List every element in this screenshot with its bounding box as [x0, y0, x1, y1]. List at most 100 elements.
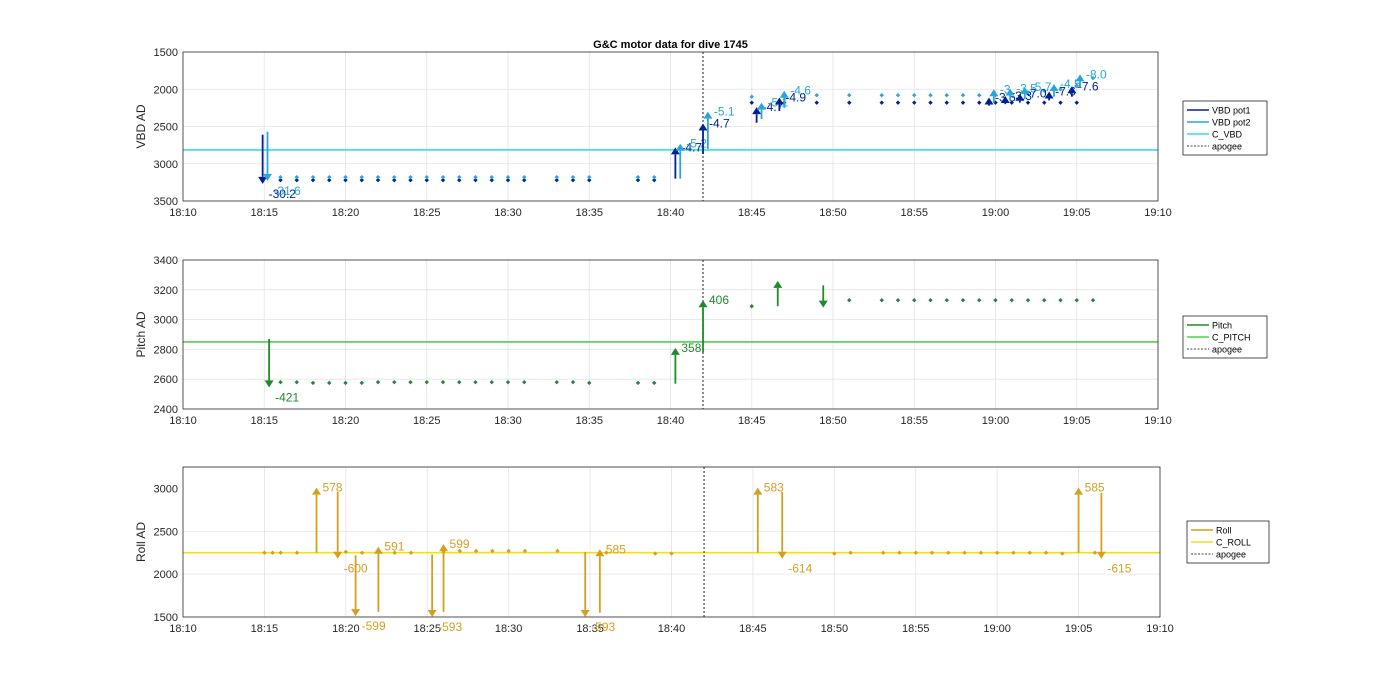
legend-entry: C_ROLL [1216, 538, 1251, 548]
data-point-pot1 [375, 177, 381, 183]
x-tick-label: 18:50 [819, 415, 847, 427]
data-point-pitch [1009, 298, 1014, 303]
legend-entry: C_VBD [1212, 130, 1243, 140]
data-point-roll [1027, 550, 1032, 555]
data-point-pot1 [359, 177, 364, 183]
data-point-pot2 [457, 174, 462, 180]
arrow-head [752, 107, 762, 115]
data-point-pot2 [424, 174, 429, 180]
x-tick-label: 18:40 [657, 207, 685, 219]
data-point-pitch [424, 379, 429, 385]
y-tick-label: 3000 [154, 315, 178, 327]
data-point-pot1 [1058, 100, 1063, 105]
arrow-label: -5.2 [686, 137, 707, 151]
x-tick-label: 18:15 [250, 207, 278, 219]
x-tick-label: 19:00 [982, 207, 1010, 219]
arrow-head [1067, 86, 1077, 94]
data-point-roll [506, 548, 511, 554]
arrow-head [757, 102, 766, 110]
data-point-pot2 [635, 174, 641, 180]
data-point-pitch [359, 380, 364, 386]
data-point-pot1 [343, 177, 348, 183]
arrow-head [1000, 95, 1010, 103]
data-point-pot2 [1058, 87, 1063, 92]
arrow-head [1015, 93, 1025, 101]
subplot-2: 18:10 18:15 18:20 18:25 18:30 18:35 18:40 18:45… [134, 255, 1268, 427]
data-point-roll [262, 550, 267, 555]
y-tick-label: 3000 [154, 483, 178, 495]
data-point-pot2 [570, 174, 576, 180]
data-point-roll [392, 550, 397, 555]
data-point-pot1 [473, 177, 478, 183]
subplot-1: 18:10 18:15 18:20 18:25 18:30 18:35 18:40 18:45… [134, 39, 1268, 219]
arrow-label: 578 [323, 481, 343, 495]
data-point-roll [897, 550, 902, 555]
data-point-pot1 [814, 100, 819, 105]
y-axis-label: Roll AD [134, 522, 148, 562]
x-tick-label: 18:50 [821, 623, 849, 635]
data-point-pot1 [652, 177, 657, 183]
arrow-head [1074, 487, 1084, 495]
arrow-head [312, 487, 322, 495]
x-tick-label: 18:55 [900, 207, 928, 219]
data-point-pitch [928, 298, 933, 303]
data-point-pot2 [505, 174, 511, 180]
data-point-pitch [570, 379, 576, 385]
arrow-label: 585 [1085, 481, 1105, 495]
x-tick-label: 18:55 [902, 623, 930, 635]
data-point-pot1 [327, 177, 332, 183]
data-point-roll [1043, 550, 1049, 555]
data-point-pot2 [912, 93, 917, 98]
arrow-head [818, 300, 828, 308]
arrow-head [984, 97, 994, 105]
arrow-head [779, 90, 789, 98]
data-point-pitch [457, 379, 462, 385]
arrow-label: -4.9 [785, 90, 806, 104]
arrow-head [595, 549, 605, 557]
data-point-pitch [343, 380, 348, 386]
data-point-roll [604, 550, 609, 555]
arrow-head [427, 610, 437, 617]
arrow-label: -3.5 [1016, 82, 1037, 96]
arrow-label: -614 [788, 562, 812, 576]
data-point-pot2 [749, 94, 754, 99]
arrow-head [1075, 74, 1085, 82]
x-tick-label: 18:25 [413, 415, 441, 427]
chart-title: G&C motor data for dive 1745 [593, 39, 748, 51]
axis-frame [182, 259, 1159, 410]
arrow-head [777, 551, 787, 559]
data-point-roll [994, 550, 1000, 555]
arrow-head [1096, 551, 1106, 559]
legend-entry: apogee [1212, 345, 1242, 355]
y-tick-label: 2400 [154, 404, 178, 416]
data-point-roll [555, 548, 560, 554]
arrow-label: 591 [384, 540, 404, 554]
y-axis-label: Pitch AD [134, 311, 148, 357]
arrow-head [773, 280, 783, 288]
x-tick-label: 18:10 [169, 415, 197, 427]
data-point-roll [929, 550, 935, 555]
data-point-pitch [1042, 298, 1047, 303]
data-point-pot2 [343, 174, 348, 180]
data-point-pot2 [1090, 75, 1096, 81]
legend-entry: VBD pot2 [1212, 118, 1251, 128]
data-point-pitch [912, 298, 917, 303]
arrow-head [675, 143, 685, 151]
data-point-pitch [944, 298, 949, 303]
arrow-head [1020, 87, 1030, 95]
data-point-pitch [408, 379, 413, 385]
arrow-head [774, 97, 784, 105]
data-point-pitch [554, 379, 559, 385]
arrow-label: -7.6 [1078, 79, 1099, 93]
data-point-pot1 [489, 177, 494, 183]
arrow-label: -7.0 [1026, 87, 1047, 101]
arrow-label: -30.2 [269, 187, 297, 201]
data-point-pot2 [375, 174, 381, 180]
data-point-pitch [652, 380, 657, 386]
x-tick-label: 19:10 [1144, 415, 1172, 427]
arrow-head [580, 610, 590, 617]
data-point-roll [1092, 550, 1098, 555]
y-tick-label: 1500 [154, 612, 178, 624]
